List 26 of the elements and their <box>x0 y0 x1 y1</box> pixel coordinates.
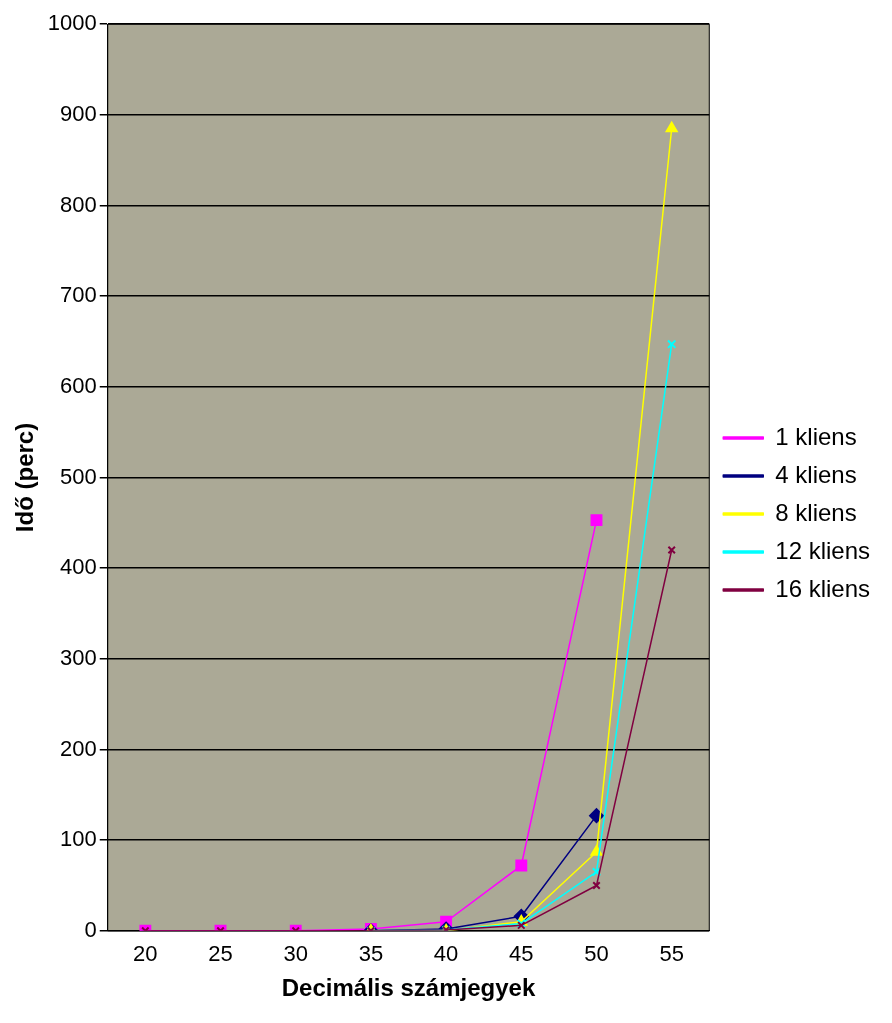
legend-label: 8 kliens <box>775 498 857 526</box>
y-tick-label: 0 <box>84 916 97 942</box>
x-tick-label: 45 <box>509 941 534 967</box>
y-tick-label: 900 <box>60 100 97 126</box>
y-tick-label: 300 <box>60 644 97 670</box>
x-tick-label: 25 <box>208 941 233 967</box>
x-tick-label: 30 <box>283 941 308 967</box>
y-axis-title: Idő (perc) <box>11 422 39 533</box>
y-tick-label: 200 <box>60 735 97 761</box>
legend-label: 4 kliens <box>775 460 857 488</box>
y-tick-label: 500 <box>60 463 97 489</box>
x-tick-label: 40 <box>433 941 459 967</box>
x-axis-title: Decimális számjegyek <box>281 974 536 1002</box>
x-tick-label: 35 <box>358 941 384 967</box>
y-tick-label: 100 <box>60 826 97 852</box>
y-tick-label: 700 <box>60 282 97 308</box>
x-tick-label: 50 <box>584 941 609 967</box>
x-tick-label: 20 <box>133 941 158 967</box>
legend-label: 12 kliens <box>775 536 871 564</box>
x-tick-label: 55 <box>659 941 684 967</box>
legend-label: 16 kliens <box>775 574 871 602</box>
legend-label: 1 kliens <box>775 422 857 450</box>
y-tick-label: 400 <box>60 554 97 580</box>
y-tick-label: 1000 <box>47 10 97 36</box>
y-tick-label: 800 <box>60 191 97 217</box>
y-tick-label: 600 <box>60 372 97 398</box>
